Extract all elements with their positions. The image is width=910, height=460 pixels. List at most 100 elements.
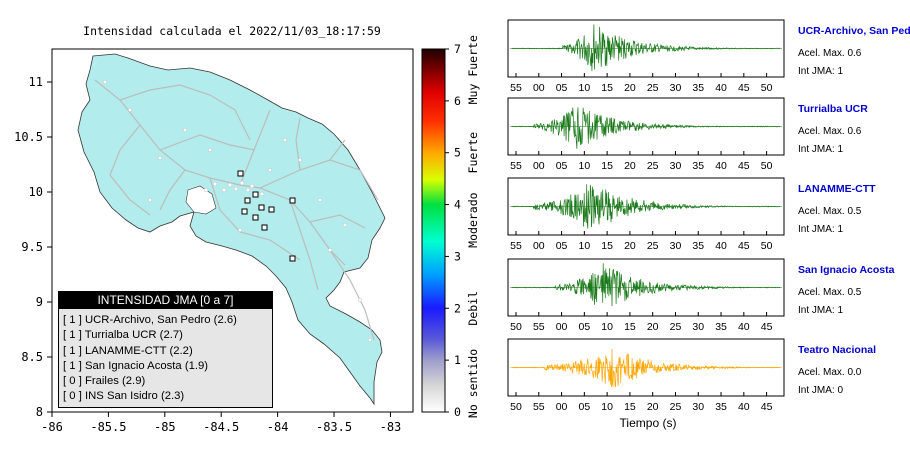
trace-station-name: UCR-Archivo, San Pedro	[798, 25, 910, 37]
trace-tick-label: 25	[670, 401, 682, 413]
trace-waveform	[511, 107, 781, 149]
colorbar-tick-label: 3	[454, 249, 461, 263]
seismogram-panels: 55 00 05 10 15 20 25 30 35 40 45 50 UCR-Archivo, San…	[507, 19, 910, 413]
legend-item: [ 0 ] INS San Isidro (2.3)	[63, 390, 185, 403]
colorbar-category-label: No sentido	[466, 349, 480, 418]
trace-tick-label: 15	[624, 401, 636, 413]
map-frame	[51, 48, 414, 413]
trace-tick-label: 30	[692, 401, 704, 413]
trace-tick-label: 20	[624, 82, 636, 94]
trace-tick-label: 05	[556, 160, 568, 172]
trace-tick-label: 15	[624, 321, 636, 333]
colorbar-labels: Muy Fuerte Fuerte Moderado Debil No sentido	[466, 35, 480, 418]
colorbar-tick-label: 2	[454, 301, 461, 315]
trace-tick-label: 10	[601, 401, 613, 413]
trace-jma: Int JMA: 1	[798, 224, 843, 235]
trace-tick-label: 25	[670, 321, 682, 333]
trace-tick-label: 35	[715, 401, 727, 413]
x-tick-label: -83	[380, 420, 402, 434]
trace-tick-label: 00	[533, 82, 545, 94]
trace-tick-label: 45	[761, 401, 773, 413]
city-markers	[103, 80, 372, 342]
y-tick-label: 9	[36, 295, 43, 309]
trace-tick-label: 10	[579, 240, 591, 252]
trace-tick-label: 05	[556, 82, 568, 94]
trace-tick-label: 10	[579, 160, 591, 172]
trace-accel: Acel. Max. 0.6	[798, 126, 862, 137]
trace-tick-label: 20	[647, 401, 659, 413]
x-tick-label: -83.5	[316, 420, 352, 434]
trace-tick-label: 55	[533, 321, 545, 333]
trace-tick-label: 30	[670, 240, 682, 252]
colorbar-tick-label: 4	[454, 198, 461, 212]
trace-tick-label: 45	[738, 160, 750, 172]
trace-tick-label: 50	[510, 401, 522, 413]
trace-tick-label: 25	[647, 82, 659, 94]
legend-item: [ 1 ] Turrialba UCR (2.7)	[63, 329, 183, 342]
trace-tick-label: 40	[715, 240, 727, 252]
trace-tick-label: 20	[624, 240, 636, 252]
map-title: Intensidad calculada el 2022/11/03_18:17…	[83, 24, 381, 38]
trace-tick-label: 30	[670, 160, 682, 172]
colorbar-ticks: 7 6 5 4 3 2 1 0	[445, 42, 461, 419]
legend-item: [ 1 ] UCR-Archivo, San Pedro (2.6)	[63, 314, 237, 326]
trace-station-name: LANAMME-CTT	[798, 183, 876, 195]
seismogram-trace: 50 55 00 05 10 15 20 25 30 35 40 45 San Ignacio Acos…	[507, 258, 895, 333]
trace-tick-label: 40	[738, 321, 750, 333]
x-tick-label: -86	[41, 420, 63, 434]
colorbar-tick-label: 5	[454, 146, 461, 160]
legend-list: [ 1 ] UCR-Archivo, San Pedro (2.6) [ 1 ] …	[63, 313, 237, 405]
trace-tick-label: 55	[510, 240, 522, 252]
colorbar-category-label: Debil	[466, 291, 480, 326]
x-tick-label: -85.5	[90, 420, 126, 434]
station-markers	[237, 170, 296, 262]
trace-tick-label: 20	[647, 321, 659, 333]
trace-tick-label: 05	[579, 321, 591, 333]
trace-tick-label: 40	[738, 401, 750, 413]
trace-tick-label: 05	[579, 401, 591, 413]
legend-title: INTENSIDAD JMA [0 a 7]	[59, 292, 272, 309]
trace-tick-label: 35	[692, 160, 704, 172]
trace-station-name: Turrialba UCR	[798, 103, 868, 115]
costa-rica-land	[77, 53, 386, 406]
legend-item: [ 1 ] San Ignacio Acosta (1.9)	[63, 359, 209, 372]
trace-waveform	[511, 184, 780, 229]
y-tick-label: 10	[29, 185, 43, 199]
trace-tick-label: 50	[761, 82, 773, 94]
trace-tick-label: 10	[601, 321, 613, 333]
legend-item: [ 0 ] Frailes (2.9)	[63, 375, 146, 388]
y-tick-label: 10.5	[14, 130, 43, 144]
trace-tick-label: 50	[761, 240, 773, 252]
trace-tick-label: 10	[579, 82, 591, 94]
trace-tick-label: 15	[601, 160, 613, 172]
trace-tick-label: 35	[715, 321, 727, 333]
intensity-colorbar: 7 6 5 4 3 2 1 0 Muy Fuerte Fuerte Moderado Debil No…	[421, 35, 480, 419]
trace-jma: Int JMA: 1	[798, 305, 843, 316]
x-tick-label: -85	[154, 420, 176, 434]
y-tick-label: 9.5	[21, 240, 43, 254]
colorbar-gradient	[421, 48, 446, 413]
trace-tick-label: 15	[601, 240, 613, 252]
trace-tick-label: 50	[510, 321, 522, 333]
trace-waveform	[511, 348, 781, 388]
trace-accel: Acel. Max. 0.6	[798, 48, 862, 59]
trace-tick-label: 00	[533, 160, 545, 172]
colorbar-category-label: Fuerte	[466, 132, 480, 174]
trace-tick-label: 55	[533, 401, 545, 413]
nicoya-gulf-water	[185, 185, 217, 215]
colorbar-category-label: Moderado	[466, 192, 480, 247]
trace-station-name: Teatro Nacional	[798, 344, 876, 356]
trace-station-name: San Ignacio Acosta	[798, 264, 895, 276]
trace-tick-label: 45	[761, 321, 773, 333]
trace-accel: Acel. Max. 0.5	[798, 287, 862, 298]
seismogram-trace: 55 00 05 10 15 20 25 30 35 40 45 50 UCR-Archivo, San…	[507, 19, 910, 94]
trace-tick-label: 45	[738, 240, 750, 252]
trace-tick-label: 30	[670, 82, 682, 94]
intensity-legend: INTENSIDAD JMA [0 a 7] [ 1 ] UCR-Archivo…	[58, 291, 273, 408]
y-tick-label: 11	[29, 75, 43, 89]
trace-accel: Acel. Max. 0.0	[798, 367, 862, 378]
trace-jma: Int JMA: 1	[798, 144, 843, 155]
trace-tick-label: 55	[510, 82, 522, 94]
x-tick-label: -84.5	[203, 420, 239, 434]
